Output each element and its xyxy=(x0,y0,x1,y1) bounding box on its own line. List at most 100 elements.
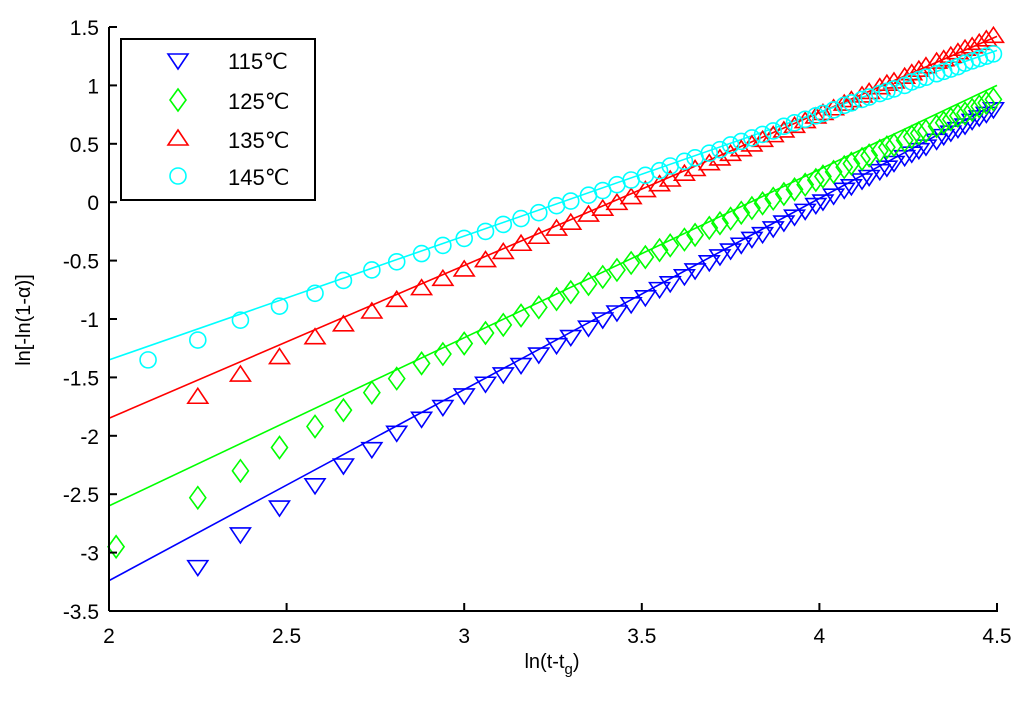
series-2-point xyxy=(956,101,975,126)
y-tick-label: -0.5 xyxy=(63,251,99,274)
series-1-point xyxy=(708,249,732,267)
series-1-point xyxy=(914,139,938,157)
series-3-point xyxy=(385,289,409,308)
x-tick-label: 4 xyxy=(814,625,826,648)
legend-label-2: 125℃ xyxy=(228,89,289,114)
series-2-point xyxy=(984,87,1003,112)
legend: 115℃ 125℃ 135℃ 145℃ xyxy=(120,38,316,201)
x-tick-label: 4.5 xyxy=(982,625,1011,648)
series-2-point xyxy=(607,257,626,283)
series-4-point xyxy=(412,244,431,263)
series-2-point xyxy=(842,151,861,177)
series-2-point xyxy=(686,222,705,248)
x-tick-label: 2 xyxy=(103,625,115,648)
series-4-point xyxy=(306,284,324,303)
series-3-point xyxy=(474,250,498,268)
x-axis-label: ln(t-tg) xyxy=(524,651,579,678)
series-4-point xyxy=(835,96,854,115)
series-4-point xyxy=(139,351,157,369)
series-2-point xyxy=(494,312,513,338)
x-axis-label-subscript: g xyxy=(564,661,572,678)
series-2-point xyxy=(860,143,879,168)
series-2-point xyxy=(433,341,452,367)
series-4-point xyxy=(476,222,495,241)
series-3-point xyxy=(228,364,252,382)
series-4-point xyxy=(775,117,793,136)
series-2-point xyxy=(963,97,982,123)
series-1-point xyxy=(822,188,846,206)
series-1-point xyxy=(619,297,643,315)
series-2-point xyxy=(877,134,896,160)
legend-box xyxy=(120,38,316,201)
series-3-point xyxy=(431,268,455,287)
series-3-point xyxy=(410,278,434,296)
series-3-point xyxy=(719,143,743,162)
series-2-point xyxy=(512,303,531,328)
series-2-point xyxy=(675,227,694,252)
series-1-fit-line xyxy=(108,102,998,582)
series-4-point xyxy=(807,106,825,125)
series-1-point xyxy=(740,231,764,249)
x-tick-label: 3.5 xyxy=(627,625,656,648)
y-axis-label: ln[-ln(1-α)] xyxy=(13,274,35,366)
series-2-point xyxy=(661,233,680,258)
series-3-point xyxy=(804,106,828,124)
series-2-point xyxy=(948,103,967,129)
series-3-point xyxy=(491,241,515,260)
legend-label-4: 145℃ xyxy=(228,165,289,190)
series-2-point xyxy=(732,200,751,226)
series-1-point xyxy=(331,458,355,476)
series-3-point xyxy=(268,347,291,365)
series-2-point xyxy=(476,320,495,346)
series-1-point xyxy=(697,254,721,273)
series-2-point xyxy=(970,94,989,119)
series-4-point xyxy=(743,129,761,147)
x-tick-label: 3 xyxy=(458,625,470,648)
series-2-point xyxy=(721,206,740,231)
series-2-point xyxy=(977,90,996,116)
legend-marker-2 xyxy=(169,87,187,113)
legend-label-3: 135℃ xyxy=(228,128,289,153)
series-4-point xyxy=(910,70,928,89)
legend-label-1: 115℃ xyxy=(228,49,288,74)
series-4-point xyxy=(189,331,207,349)
series-3-point xyxy=(559,212,583,231)
series-4-point xyxy=(650,161,669,180)
series-3-point xyxy=(974,29,998,47)
series-3-point xyxy=(832,93,856,111)
x-tick-label: 2.5 xyxy=(272,625,301,648)
series-3-point xyxy=(360,301,384,319)
series-3-point xyxy=(303,327,327,345)
series-4-point xyxy=(700,144,719,162)
series-4-point xyxy=(387,252,406,271)
series-4-point xyxy=(334,271,353,290)
series-2-point xyxy=(742,195,761,221)
series-1-point xyxy=(761,221,785,239)
series-2-point xyxy=(895,127,914,153)
series-4-point xyxy=(455,229,474,248)
series-1-point xyxy=(527,347,551,365)
series-2-point xyxy=(909,120,928,146)
series-2-point xyxy=(561,279,580,305)
series-2-point xyxy=(785,176,804,202)
series-2-point xyxy=(188,485,207,511)
series-3-point xyxy=(751,129,775,148)
legend-marker-4 xyxy=(169,167,187,185)
series-1-point xyxy=(605,305,629,323)
series-2-point xyxy=(579,271,598,297)
series-1-point xyxy=(648,281,672,300)
series-3-point xyxy=(708,148,732,166)
y-tick-label: -1.5 xyxy=(63,367,99,390)
y-tick-label: 0.5 xyxy=(70,134,99,157)
series-2-point xyxy=(902,124,921,150)
series-3-point xyxy=(914,56,938,74)
series-4-point xyxy=(529,203,548,222)
y-tick-label: -1 xyxy=(80,309,99,332)
series-3-point xyxy=(509,233,533,252)
series-2-point xyxy=(362,380,381,405)
series-2-point xyxy=(753,191,772,216)
series-4-point xyxy=(785,113,804,132)
series-4-point xyxy=(878,82,896,101)
series-1-point xyxy=(672,268,696,287)
